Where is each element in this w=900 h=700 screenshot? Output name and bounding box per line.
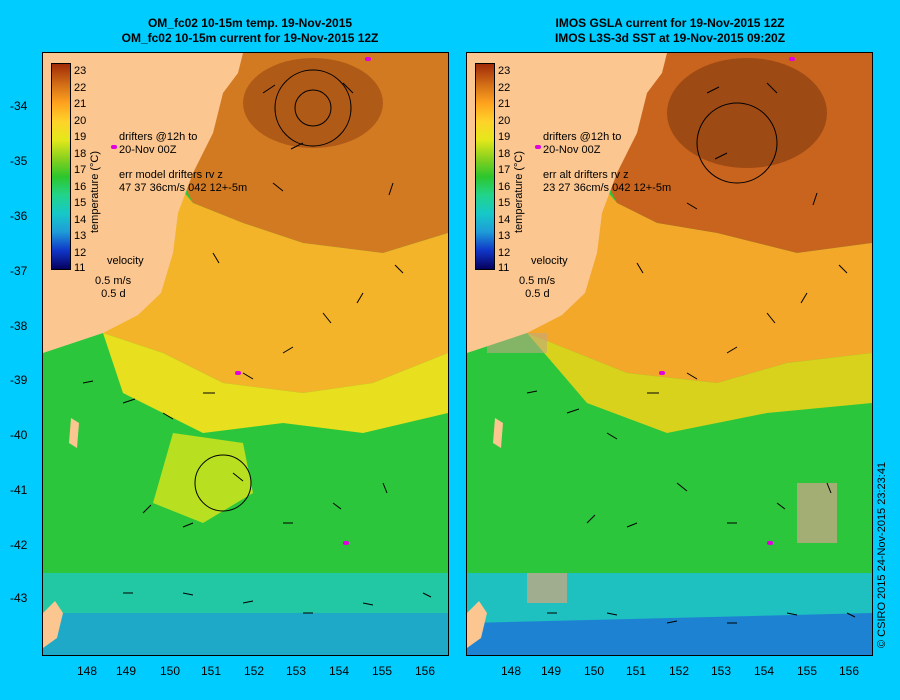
right-colorbar (475, 63, 495, 270)
left-velocity-scale: 0.5 m/s 0.5 d (95, 275, 132, 300)
drifter-marker (659, 371, 665, 375)
right-cbar-tick: 22 (498, 82, 511, 94)
right-velocity-scale: 0.5 m/s 0.5 d (519, 275, 556, 300)
lat-label: -42 (10, 538, 28, 552)
left-cbar-tick: 11 (74, 262, 86, 274)
right-cbar-tick: 21 (498, 98, 511, 110)
lon-label: 150 (159, 664, 181, 678)
right-panel-title: IMOS GSLA current for 19-Nov-2015 12Z IM… (460, 16, 880, 46)
lon-label: 151 (200, 664, 222, 678)
drifter-marker (535, 145, 541, 149)
left-cbar-tick: 12 (74, 247, 87, 259)
lon-label: 152 (243, 664, 265, 678)
lon-label: 156 (414, 664, 436, 678)
right-cbar-tick: 19 (498, 131, 511, 143)
left-velocity-label: velocity (107, 255, 144, 267)
right-cbar-tick: 13 (498, 230, 511, 242)
left-cbar-tick: 21 (74, 98, 87, 110)
lon-label: 152 (668, 664, 690, 678)
right-velocity-label: velocity (531, 255, 568, 267)
right-drifter-label: drifters @12h to 20-Nov 00Z (543, 131, 622, 156)
lon-label: 154 (328, 664, 350, 678)
lon-label: 153 (710, 664, 732, 678)
left-cbar-tick: 14 (74, 214, 87, 226)
right-cbar-tick: 11 (498, 262, 510, 274)
drifter-marker (235, 371, 241, 375)
right-map-graphic (467, 53, 872, 655)
lon-label: 149 (115, 664, 137, 678)
left-cbar-tick: 19 (74, 131, 87, 143)
lon-label: 155 (796, 664, 818, 678)
left-err-label: err model drifters rv z 47 37 36cm/s 042… (119, 169, 248, 194)
left-cbar-tick: 13 (74, 230, 87, 242)
left-cbar-tick: 23 (74, 65, 87, 77)
right-cbar-tick: 12 (498, 247, 511, 259)
lat-label: -35 (10, 154, 28, 168)
left-colorbar (51, 63, 71, 270)
lat-label: -43 (10, 591, 28, 605)
lon-label: 154 (753, 664, 775, 678)
right-cbar-tick: 16 (498, 181, 511, 193)
drifter-marker (789, 57, 795, 61)
lat-label: -37 (10, 264, 28, 278)
drifter-marker (767, 541, 773, 545)
left-map-graphic (43, 53, 448, 655)
right-cbar-tick: 14 (498, 214, 511, 226)
lon-label: 150 (583, 664, 605, 678)
left-drifter-label: drifters @12h to 20-Nov 00Z (119, 131, 198, 156)
lat-label: -38 (10, 319, 28, 333)
left-cbar-tick: 20 (74, 115, 87, 127)
left-title-line1: OM_fc02 10-15m temp. 19-Nov-2015 (147, 16, 353, 30)
lat-label: -40 (10, 428, 28, 442)
left-map[interactable]: 23 22 21 20 19 18 17 16 15 14 13 12 11 t… (42, 52, 449, 656)
left-title-line2: OM_fc02 10-15m current for 19-Nov-2015 1… (121, 31, 379, 45)
lat-label: -41 (10, 483, 28, 497)
lon-label: 153 (285, 664, 307, 678)
right-cbar-tick: 20 (498, 115, 511, 127)
left-panel-title: OM_fc02 10-15m temp. 19-Nov-2015 OM_fc02… (40, 16, 460, 46)
drifter-marker (111, 145, 117, 149)
lat-label: -36 (10, 209, 28, 223)
right-err-label: err alt drifters rv z 23 27 36cm/s 042 1… (543, 169, 672, 194)
lon-label: 151 (625, 664, 647, 678)
right-title-line1: IMOS GSLA current for 19-Nov-2015 12Z (555, 16, 785, 30)
lon-label: 155 (371, 664, 393, 678)
lat-label: -34 (10, 99, 28, 113)
left-cbar-tick: 16 (74, 181, 87, 193)
right-cbar-tick: 23 (498, 65, 511, 77)
lon-label: 156 (838, 664, 860, 678)
left-cbar-tick: 15 (74, 197, 87, 209)
drifter-marker (343, 541, 349, 545)
right-cbar-tick: 17 (498, 164, 511, 176)
lon-label: 148 (76, 664, 98, 678)
right-cbar-tick: 15 (498, 197, 511, 209)
right-map[interactable]: 23 22 21 20 19 18 17 16 15 14 13 12 11 t… (466, 52, 873, 656)
left-cbar-tick: 18 (74, 148, 87, 160)
lon-label: 149 (540, 664, 562, 678)
right-cbar-tick: 18 (498, 148, 511, 160)
right-cbar-label: temperature (°C) (513, 150, 525, 233)
copyright-text: © CSIRO 2015 24-Nov-2015 23:23:41 (876, 461, 888, 648)
lat-label: -39 (10, 373, 28, 387)
left-cbar-label: temperature (°C) (89, 150, 101, 233)
left-cbar-tick: 17 (74, 164, 87, 176)
lon-label: 148 (500, 664, 522, 678)
right-title-line2: IMOS L3S-3d SST at 19-Nov-2015 09:20Z (554, 31, 786, 45)
left-cbar-tick: 22 (74, 82, 87, 94)
drifter-marker (365, 57, 371, 61)
